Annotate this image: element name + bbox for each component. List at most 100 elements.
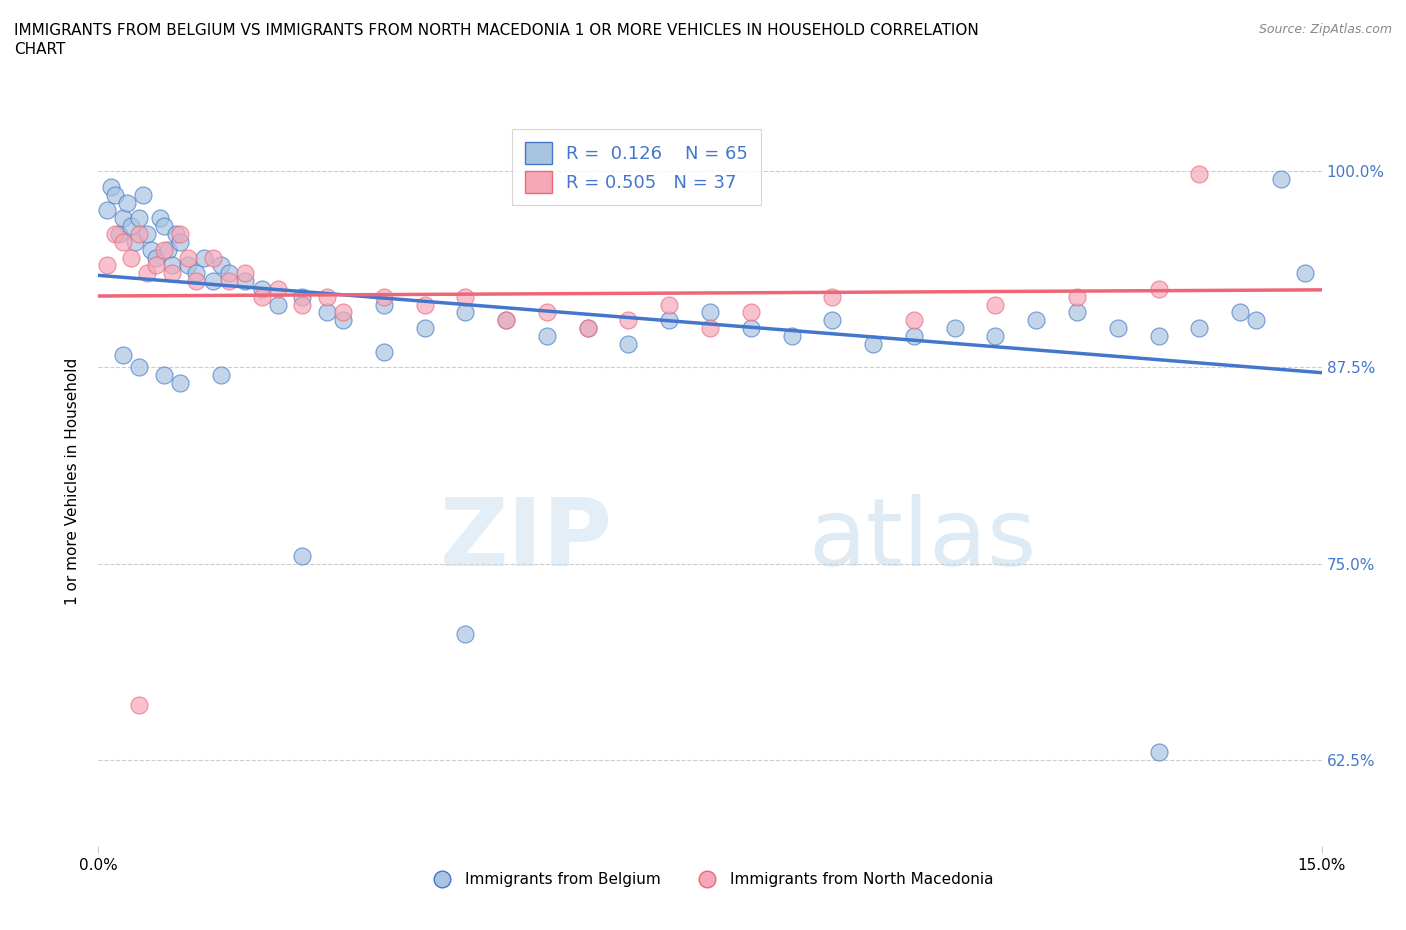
Point bbox=[108, 227, 131, 242]
Point bbox=[454, 289, 477, 304]
Y-axis label: 1 or more Vehicles in Household: 1 or more Vehicles in Household bbox=[65, 358, 80, 604]
Point bbox=[152, 219, 174, 233]
Point bbox=[862, 337, 884, 352]
Point bbox=[454, 305, 477, 320]
Point bbox=[120, 250, 142, 265]
Point bbox=[332, 312, 354, 327]
Text: ZIP: ZIP bbox=[439, 494, 612, 586]
Point bbox=[984, 328, 1007, 343]
Point bbox=[1147, 745, 1170, 760]
Point bbox=[233, 266, 256, 281]
Point bbox=[132, 187, 155, 202]
Point bbox=[152, 368, 174, 383]
Point bbox=[903, 328, 925, 343]
Point bbox=[250, 289, 273, 304]
Point bbox=[984, 298, 1007, 312]
Point bbox=[291, 549, 314, 564]
Point bbox=[821, 289, 844, 304]
Text: atlas: atlas bbox=[808, 494, 1036, 586]
Point bbox=[821, 312, 844, 327]
Point bbox=[740, 305, 762, 320]
Point bbox=[156, 242, 179, 257]
Point bbox=[1229, 305, 1251, 320]
Point bbox=[536, 328, 558, 343]
Point bbox=[291, 289, 314, 304]
Point bbox=[1270, 172, 1292, 187]
Point bbox=[128, 360, 150, 375]
Point bbox=[111, 234, 134, 249]
Point bbox=[169, 234, 191, 249]
Point bbox=[1246, 312, 1268, 327]
Point bbox=[943, 321, 966, 336]
Point bbox=[1107, 321, 1129, 336]
Point bbox=[177, 250, 200, 265]
Point bbox=[169, 227, 191, 242]
Point bbox=[413, 298, 436, 312]
Point bbox=[193, 250, 215, 265]
Point bbox=[373, 344, 395, 359]
Point bbox=[209, 368, 232, 383]
Point bbox=[136, 266, 159, 281]
Point bbox=[617, 312, 640, 327]
Point bbox=[115, 195, 138, 210]
Point bbox=[141, 242, 163, 257]
Point bbox=[233, 273, 256, 288]
Point bbox=[96, 258, 118, 272]
Point bbox=[186, 273, 208, 288]
Point bbox=[165, 227, 187, 242]
Point bbox=[699, 321, 721, 336]
Point bbox=[201, 273, 224, 288]
Text: IMMIGRANTS FROM BELGIUM VS IMMIGRANTS FROM NORTH MACEDONIA 1 OR MORE VEHICLES IN: IMMIGRANTS FROM BELGIUM VS IMMIGRANTS FR… bbox=[14, 23, 979, 38]
Point bbox=[1066, 305, 1088, 320]
Point bbox=[658, 312, 681, 327]
Point bbox=[740, 321, 762, 336]
Point bbox=[1147, 328, 1170, 343]
Point bbox=[104, 227, 127, 242]
Point bbox=[111, 211, 134, 226]
Point bbox=[152, 242, 174, 257]
Point bbox=[145, 258, 167, 272]
Point bbox=[903, 312, 925, 327]
Point bbox=[149, 211, 172, 226]
Point bbox=[780, 328, 803, 343]
Point bbox=[315, 289, 337, 304]
Point bbox=[145, 250, 167, 265]
Point bbox=[373, 298, 395, 312]
Point bbox=[136, 227, 159, 242]
Text: CHART: CHART bbox=[14, 42, 66, 57]
Point bbox=[1147, 282, 1170, 297]
Point bbox=[96, 203, 118, 218]
Point bbox=[1066, 289, 1088, 304]
Point bbox=[267, 282, 290, 297]
Point bbox=[536, 305, 558, 320]
Point bbox=[100, 179, 122, 194]
Point bbox=[124, 234, 146, 249]
Point bbox=[128, 211, 150, 226]
Point bbox=[495, 312, 517, 327]
Point bbox=[576, 321, 599, 336]
Point bbox=[267, 298, 290, 312]
Point bbox=[699, 305, 721, 320]
Text: Source: ZipAtlas.com: Source: ZipAtlas.com bbox=[1258, 23, 1392, 36]
Point bbox=[128, 227, 150, 242]
Point bbox=[1188, 166, 1211, 181]
Point bbox=[413, 321, 436, 336]
Point bbox=[454, 627, 477, 642]
Point bbox=[120, 219, 142, 233]
Point bbox=[1294, 266, 1316, 281]
Point bbox=[291, 298, 314, 312]
Point bbox=[373, 289, 395, 304]
Point bbox=[160, 258, 183, 272]
Point bbox=[315, 305, 337, 320]
Point bbox=[250, 282, 273, 297]
Point bbox=[177, 258, 200, 272]
Point bbox=[617, 337, 640, 352]
Point bbox=[104, 187, 127, 202]
Point bbox=[186, 266, 208, 281]
Point bbox=[576, 321, 599, 336]
Point bbox=[218, 273, 240, 288]
Point bbox=[169, 376, 191, 391]
Point bbox=[495, 312, 517, 327]
Point bbox=[1025, 312, 1047, 327]
Point bbox=[201, 250, 224, 265]
